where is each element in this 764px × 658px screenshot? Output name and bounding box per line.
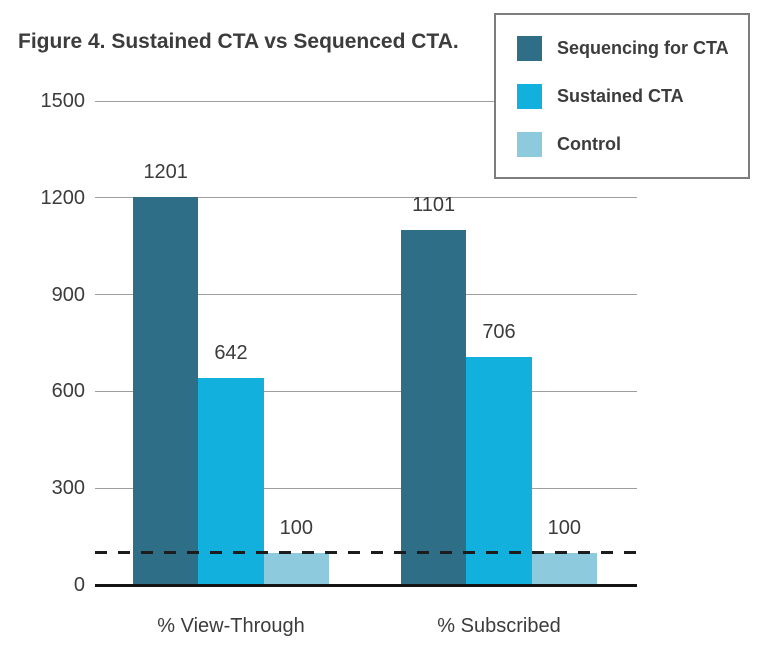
- legend: Sequencing for CTA Sustained CTA Control: [494, 13, 750, 179]
- legend-label: Control: [557, 133, 621, 154]
- bar-value-control-subscribed: 100: [547, 516, 581, 539]
- bar-sequencing-for-cta-subscribed: [401, 229, 467, 584]
- y-axis-tick-900: 900: [51, 283, 85, 306]
- bar-value-sequencing-for-cta-view-through: 1201: [143, 161, 188, 184]
- legend-label: Sequencing for CTA: [557, 37, 729, 58]
- gridline-900: [95, 294, 637, 296]
- bar-value-sequencing-for-cta-subscribed: 1101: [412, 193, 456, 216]
- x-axis-label-subscribed: % Subscribed: [437, 615, 561, 637]
- gridline-1200: [95, 197, 637, 199]
- gridline-300: [95, 487, 637, 489]
- legend-item-sustained-cta: Sustained CTA: [517, 83, 748, 109]
- y-axis-tick-1500: 1500: [40, 90, 86, 112]
- y-axis-tick-0: 0: [73, 574, 85, 596]
- y-axis-tick-1200: 1200: [40, 186, 86, 209]
- legend-label: Sustained CTA: [557, 85, 684, 106]
- gridline-1500: [95, 100, 637, 102]
- x-axis-label-view-through: % View-Through: [157, 615, 305, 637]
- x-axis-line: [95, 584, 637, 587]
- bar-sustained-cta-view-through: [198, 377, 264, 584]
- legend-swatch-control: [517, 131, 542, 157]
- legend-item-sequencing-for-cta: Sequencing for CTA: [517, 35, 748, 61]
- y-axis-tick-600: 600: [51, 380, 85, 403]
- legend-swatch-sustained-cta: [517, 83, 542, 109]
- legend-swatch-sequencing-for-cta: [517, 35, 542, 61]
- bar-sustained-cta-subscribed: [466, 357, 532, 584]
- bar-value-sustained-cta-subscribed: 706: [482, 321, 516, 344]
- bar-sequencing-for-cta-view-through: [133, 197, 199, 584]
- bar-value-sustained-cta-view-through: 642: [214, 341, 248, 364]
- gridline-600: [95, 390, 637, 392]
- bar-value-control-view-through: 100: [279, 516, 313, 539]
- chart-title: Figure 4. Sustained CTA vs Sequenced CTA…: [18, 30, 459, 53]
- bar-control-subscribed: [531, 552, 597, 584]
- reference-line: [95, 551, 637, 555]
- bar-control-view-through: [263, 552, 329, 584]
- legend-item-control: Control: [517, 131, 748, 157]
- y-axis-tick-300: 300: [51, 477, 85, 500]
